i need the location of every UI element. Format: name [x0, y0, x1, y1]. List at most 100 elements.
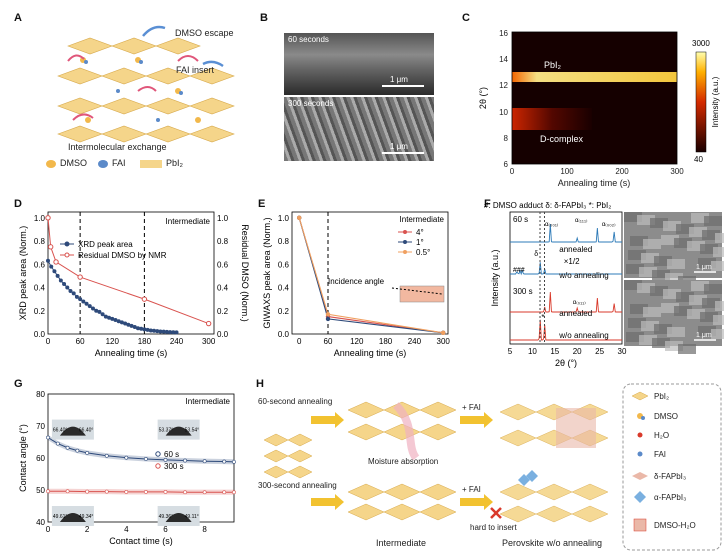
c-ytick: 8	[504, 134, 509, 143]
grain	[624, 212, 642, 222]
data-point	[171, 330, 176, 335]
series-line	[47, 217, 209, 325]
cbar-min: 40	[694, 155, 703, 164]
inset-angle: 49.11°	[185, 514, 199, 520]
spectrum-300s-wo	[510, 319, 622, 341]
x-tick-label: 4	[124, 525, 129, 534]
h-legend-box	[622, 383, 722, 551]
data-point	[68, 289, 73, 294]
panel-g-chart: 0 2 4 6 8 40 50 60 70 80 Contact time (s) Contact a…	[18, 390, 236, 546]
inset-angle: 49.61°	[53, 514, 68, 520]
inset-angle: 53.37°	[159, 428, 174, 434]
h-legend-dmso-h2o: DMSO-H₂O	[654, 521, 696, 530]
y2-tick-label: 0.2	[217, 307, 229, 316]
panel-c-heatmap: 6 8 10 12 14 16 0 100 200 300 Annealing …	[478, 29, 720, 188]
legend-label: 300 s	[164, 462, 184, 471]
droplet	[59, 426, 86, 436]
pbi2-label: PbI₂	[544, 60, 562, 70]
h-legend-dmso: DMSO	[654, 412, 678, 421]
spectrum-60s-annealed	[510, 223, 622, 243]
data-point	[325, 316, 331, 322]
y-tick-label: 80	[36, 390, 45, 399]
c-ylabel: 2θ (°)	[478, 87, 488, 109]
x-axis-label: 2θ (°)	[555, 358, 577, 368]
grain	[637, 215, 655, 225]
grain	[711, 329, 724, 339]
data-point	[45, 215, 51, 221]
panel-label-f: F	[484, 198, 491, 210]
label-alpha002: α₍₀₀₂₎	[602, 222, 616, 228]
label-alpha111: α₍₁₁₁₎	[575, 218, 588, 224]
legend-dmso: DMSO	[60, 158, 87, 168]
data-point	[53, 259, 59, 265]
c-ytick: 16	[499, 29, 508, 38]
hard-to-insert-label: hard to insert	[470, 523, 517, 532]
data-point	[58, 278, 63, 283]
data-point	[46, 435, 50, 440]
sem-60s-caption: 60 seconds	[288, 35, 329, 44]
data-point	[164, 329, 169, 334]
sem-300s-caption: 300 seconds	[288, 99, 334, 108]
grain	[704, 284, 722, 294]
moisture-arrow	[393, 402, 420, 461]
y-tick-label: 0.4	[278, 284, 290, 293]
data-point	[297, 215, 302, 221]
scale-label: 1 μm	[696, 264, 712, 271]
legend-marker	[155, 463, 161, 469]
x-tick-label: 60	[324, 337, 333, 346]
grain	[689, 227, 707, 237]
y2-axis-label: Residual DMSO (Norm.)	[240, 224, 250, 322]
data-point	[116, 319, 121, 324]
y-tick-label: 0.8	[278, 237, 290, 246]
x-tick-label: 8	[202, 525, 207, 534]
dcomplex-label: D-complex	[540, 134, 584, 144]
x-tick-label: 15	[550, 347, 559, 356]
c-ytick: 10	[499, 108, 508, 117]
data-point	[163, 458, 168, 462]
spectrum-60s-wo	[510, 262, 622, 276]
y-tick-label: 50	[36, 486, 45, 495]
data-point	[163, 490, 168, 494]
data-point	[65, 285, 70, 290]
label-scale: ×1/2	[564, 257, 580, 266]
data-point	[104, 453, 109, 458]
grain	[639, 267, 657, 277]
data-point	[141, 296, 148, 302]
panel-label-d: D	[14, 198, 22, 210]
data-point	[85, 489, 90, 494]
x-tick-label: 5	[508, 347, 513, 356]
legend-label: 4°	[416, 228, 424, 237]
grain	[641, 253, 659, 263]
grain	[650, 218, 668, 228]
dmso-icon	[46, 160, 56, 168]
data-point	[100, 312, 105, 317]
data-point	[143, 457, 148, 461]
data-point	[129, 323, 134, 328]
x-tick-label: 0	[297, 337, 302, 346]
legend-marker	[403, 250, 407, 254]
grain	[667, 327, 685, 337]
y-tick-label: 0.2	[34, 307, 46, 316]
inset-angle: 49.36°	[159, 514, 174, 520]
grain	[713, 247, 724, 257]
data-point	[148, 328, 153, 333]
grain	[691, 213, 709, 223]
pbi2-icon	[140, 160, 162, 168]
x-axis-label: Annealing time (s)	[95, 348, 168, 358]
data-point	[155, 329, 160, 334]
y-tick-label: 0.0	[278, 330, 290, 339]
y-axis-label: Intensity (a.u.)	[490, 249, 500, 306]
droplet	[165, 513, 192, 522]
grain	[654, 324, 672, 334]
x-tick-label: 0	[46, 525, 51, 534]
sem-300s: 300 seconds 1 μm	[284, 97, 434, 161]
grain	[626, 332, 644, 342]
y-tick-label: 40	[36, 518, 45, 527]
c-ytick: 6	[504, 160, 509, 169]
data-point	[110, 316, 115, 321]
data-point	[65, 489, 70, 494]
f-title: #: DMSO adduct δ: δ-FAPbI₃ *: PbI₂	[484, 201, 611, 210]
plot-frame	[47, 211, 215, 335]
c-xlabel: Annealing time (s)	[558, 178, 631, 188]
data-point	[202, 490, 207, 495]
